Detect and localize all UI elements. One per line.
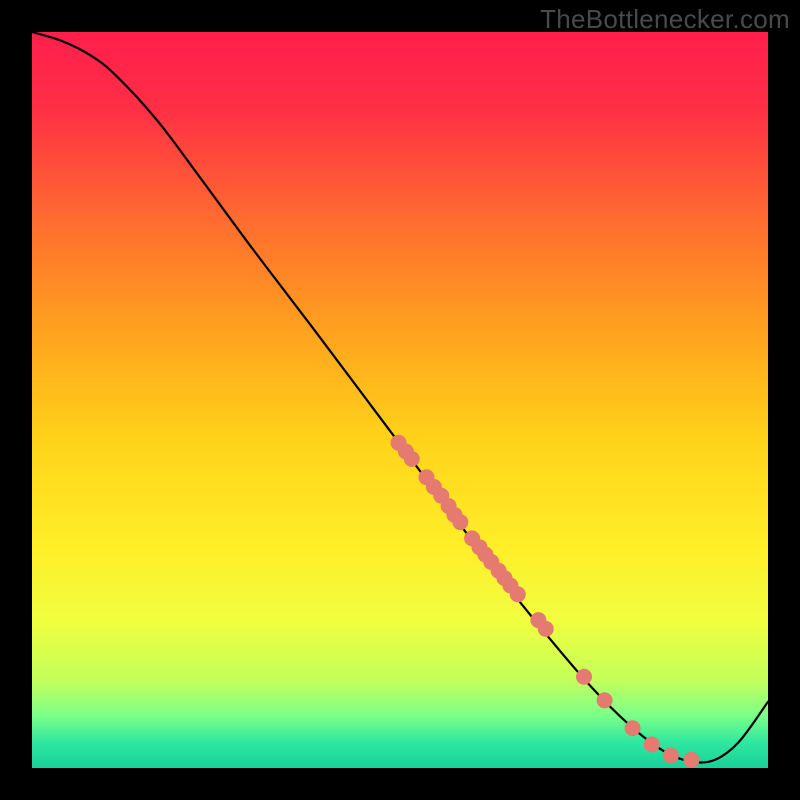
chart-root: TheBottlenecker.com bbox=[0, 0, 800, 800]
plot-area bbox=[32, 32, 768, 768]
watermark-label: TheBottlenecker.com bbox=[540, 4, 790, 35]
gradient-background bbox=[32, 32, 768, 768]
